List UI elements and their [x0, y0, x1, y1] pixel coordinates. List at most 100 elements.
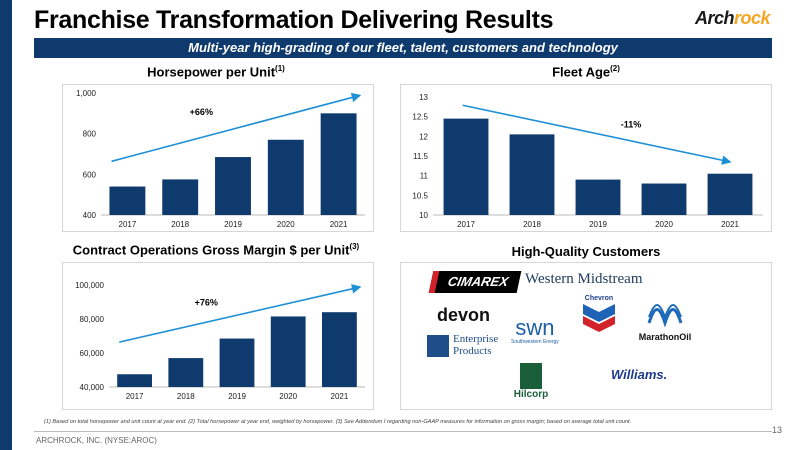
age-chart: 10 10.5 11 11.5 12 12.5 13 2017 2018 2019 2020 2021…	[412, 93, 763, 229]
hp-chart-panel: 400 600 800 1,000 2017 2018 2019 2020 2021 +66%	[62, 84, 374, 232]
swn-logo: swn Southwestern Energy	[511, 315, 559, 346]
cimarex-text: CIMAREX	[446, 274, 510, 289]
x-tick-label: 2018	[177, 392, 195, 401]
page-number: 13	[771, 425, 782, 435]
chevron-icon	[583, 304, 615, 332]
y-tick-label: 80,000	[80, 315, 105, 324]
swn-text: swn	[515, 315, 555, 340]
y-tick-label: 12	[419, 132, 428, 141]
williams-text: Williams.	[611, 367, 668, 382]
y-tick-label: 10.5	[412, 191, 428, 200]
growth-annotation: +66%	[190, 107, 213, 117]
enterprise-text-2: Products	[453, 345, 492, 357]
y-tick-label: 11	[420, 172, 429, 181]
x-tick-label: 2020	[277, 220, 295, 229]
growth-annotation: +76%	[195, 297, 218, 307]
bar	[162, 179, 199, 215]
devon-logo: devon	[437, 305, 490, 326]
bar	[509, 134, 555, 215]
x-tick-label: 2017	[126, 392, 144, 401]
gm-chart-title: Contract Operations Gross Margin $ per U…	[40, 242, 392, 257]
swn-subtext: Southwestern Energy	[511, 339, 559, 345]
enterprise-icon	[427, 335, 449, 357]
y-tick-label: 10	[419, 211, 428, 220]
bar	[321, 312, 357, 387]
customers-title: High-Quality Customers	[511, 244, 661, 259]
bar	[117, 374, 153, 387]
chevron-logo: Chevron	[581, 295, 617, 335]
archrock-logo: Archrock	[694, 8, 771, 29]
x-tick-label: 2021	[331, 392, 349, 401]
y-tick-label: 11.5	[413, 152, 429, 161]
western-midstream-logo: Western Midstream	[525, 271, 643, 288]
x-tick-label: 2017	[119, 220, 137, 229]
left-accent-strip	[0, 0, 12, 450]
bar	[270, 316, 306, 387]
devon-text: devon	[437, 305, 491, 325]
age-title-text: Fleet Age	[552, 64, 611, 80]
x-tick-label: 2020	[279, 392, 297, 401]
hilcorp-icon	[520, 363, 542, 389]
bar	[641, 183, 687, 215]
customers-panel: CIMAREX Western Midstream Chevron devon …	[400, 262, 772, 410]
x-tick-label: 2019	[589, 220, 607, 229]
gm-chart-panel: 40,000 60,000 80,000 100,000 2017 2018 2019 202…	[62, 262, 374, 410]
logo-main-text: Arch	[694, 8, 735, 28]
bar	[219, 338, 255, 387]
y-tick-label: 60,000	[80, 349, 105, 358]
hilcorp-logo: Hilcorp	[509, 363, 553, 400]
bar	[109, 186, 146, 215]
y-tick-label: 100,000	[75, 281, 104, 290]
hilcorp-text: Hilcorp	[513, 389, 549, 400]
western-text: Western Midstream	[525, 271, 643, 287]
x-tick-label: 2021	[721, 220, 739, 229]
x-tick-label: 2018	[171, 220, 189, 229]
williams-logo: Williams.	[611, 367, 667, 382]
chevron-text: Chevron	[584, 295, 614, 302]
age-chart-title: Fleet Age(2)	[400, 64, 772, 79]
page-title: Franchise Transformation Delivering Resu…	[34, 6, 554, 34]
trend-arrow	[119, 284, 362, 343]
y-tick-label: 400	[83, 211, 97, 220]
y-tick-label: 13	[419, 93, 428, 102]
marathon-oil-logo: MarathonOil	[633, 303, 697, 342]
x-tick-label: 2017	[457, 220, 475, 229]
x-tick-label: 2019	[228, 392, 246, 401]
y-tick-label: 12.5	[412, 113, 428, 122]
y-tick-label: 40,000	[80, 383, 105, 392]
bar	[320, 113, 357, 215]
enterprise-text-1: Enterprise	[453, 333, 499, 345]
x-tick-label: 2019	[224, 220, 242, 229]
hp-title-sup: (1)	[275, 64, 285, 73]
x-tick-label: 2018	[523, 220, 541, 229]
y-tick-label: 800	[83, 130, 97, 139]
marathon-icon	[647, 304, 683, 328]
bar	[443, 118, 489, 215]
bar	[168, 358, 204, 387]
hp-chart: 400 600 800 1,000 2017 2018 2019 2020 2021 +66%	[76, 89, 365, 229]
bar	[267, 139, 304, 215]
trend-arrow	[111, 92, 362, 163]
age-chart-panel: 10 10.5 11 11.5 12 12.5 13 2017 2018 2019 2020 2021…	[400, 84, 772, 232]
trend-arrow	[462, 104, 732, 165]
hp-chart-title: Horsepower per Unit(1)	[40, 64, 392, 79]
y-tick-label: 600	[83, 170, 97, 179]
gm-chart: 40,000 60,000 80,000 100,000 2017 2018 2019 202…	[75, 281, 365, 401]
subtitle-banner: Multi-year high-grading of our fleet, ta…	[34, 38, 772, 58]
gm-title-sup: (3)	[349, 242, 360, 251]
gm-title-text: Contract Operations Gross Margin $ per U…	[72, 242, 350, 258]
bar	[575, 179, 621, 215]
age-title-sup: (2)	[610, 64, 620, 73]
logo-accent-text: rock	[733, 8, 771, 28]
marathon-text: MarathonOil	[638, 332, 692, 342]
footnote: (1) Based on total horsepower and unit c…	[44, 419, 632, 425]
y-tick-label: 1,000	[76, 89, 97, 98]
company-footer: ARCHROCK, INC. (NYSE:AROC)	[36, 436, 157, 445]
cimarex-logo: CIMAREX	[428, 271, 522, 293]
hp-title-text: Horsepower per Unit	[147, 64, 276, 80]
bar	[707, 173, 753, 215]
x-tick-label: 2021	[330, 220, 348, 229]
growth-annotation: -11%	[621, 120, 642, 130]
x-tick-label: 2020	[655, 220, 673, 229]
footer-divider	[34, 431, 772, 432]
